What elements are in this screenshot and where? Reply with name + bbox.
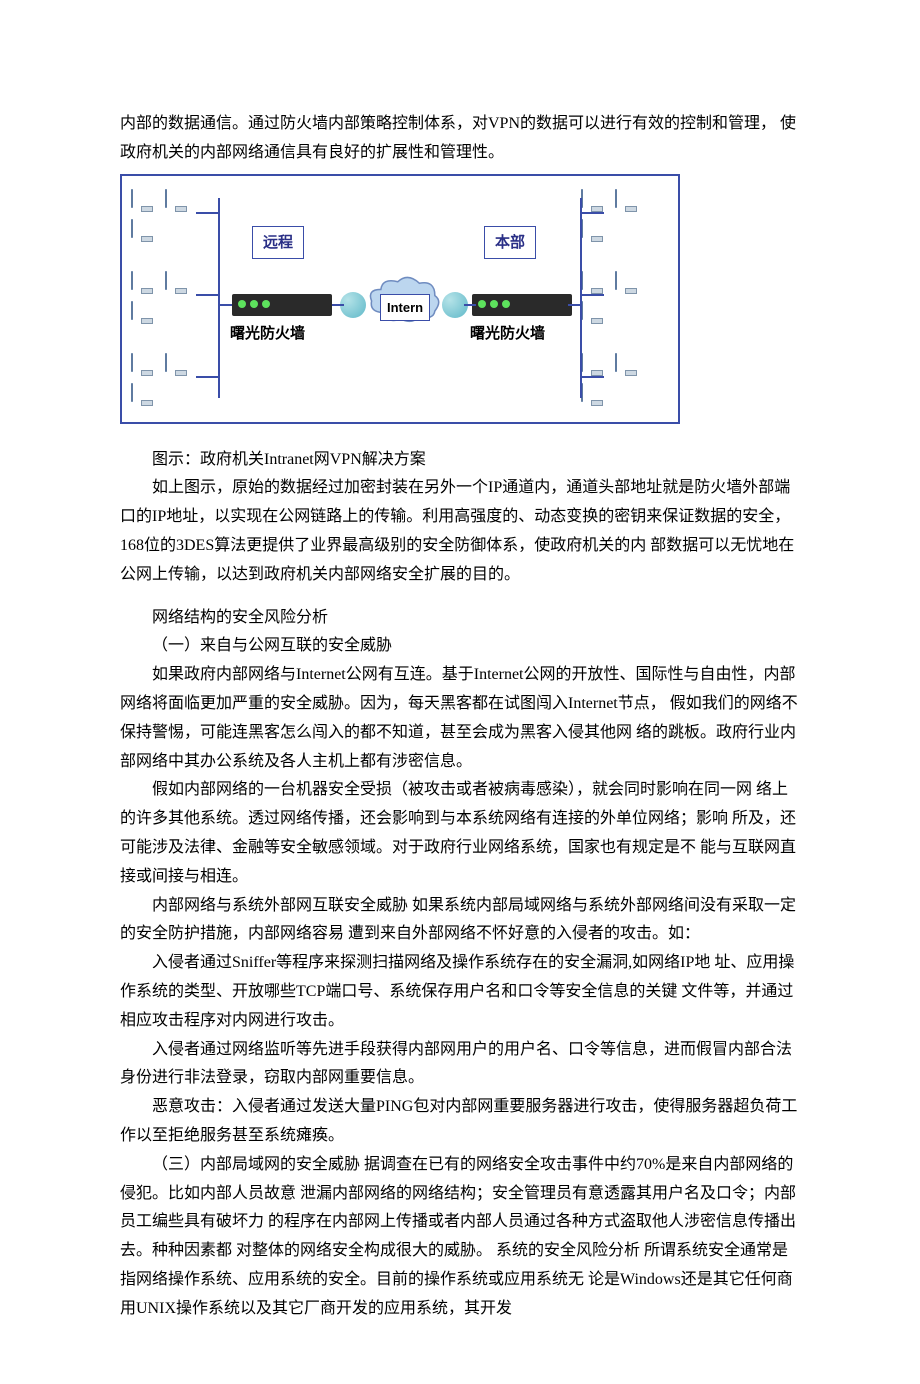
paragraph-sub1b: 假如内部网络的一台机器安全受损（被攻击或者被病毒感染），就会同时影响在同一网 络… <box>120 776 800 891</box>
pc-cluster-right-top <box>580 184 670 244</box>
bus-line-right <box>580 198 582 398</box>
pc-cluster-left-bot <box>130 348 220 408</box>
diagram-caption: 图示：政府机关Intranet网VPN解决方案 <box>120 446 800 475</box>
paragraph-sub1e: 入侵者通过网络监听等先进手段获得内部网用户的用户名、口令等信息，进而假冒内部合法… <box>120 1036 800 1094</box>
intro-paragraph: 内部的数据通信。通过防火墙内部策略控制体系，对VPN的数据可以进行有效的控制和管… <box>120 110 800 168</box>
bus-line-left <box>218 198 220 398</box>
paragraph-sub1a: 如果政府内部网络与Internet公网有互连。基于Internet公网的开放性、… <box>120 661 800 776</box>
firewall-right-label: 曙光防火墙 <box>470 320 545 347</box>
pc-cluster-right-mid <box>580 266 670 326</box>
firewall-left <box>232 294 332 316</box>
pc-cluster-right-bot <box>580 348 670 408</box>
vpn-diagram: 远程 本部 曙光防火墙 曙光防火墙 Intern <box>120 174 680 424</box>
pc-cluster-left-top <box>130 184 220 244</box>
firewall-right <box>472 294 572 316</box>
paragraph-sub3: （三）内部局域网的安全威胁 据调查在已有的网络安全攻击事件中约70%是来自内部网… <box>120 1151 800 1324</box>
paragraph-sub1c: 内部网络与系统外部网互联安全威胁 如果系统内部局域网络与系统外部网络间没有采取一… <box>120 892 800 950</box>
cloud-label: Intern <box>380 294 430 321</box>
paragraph-sub1d: 入侵者通过Sniffer等程序来探测扫描网络及操作系统存在的安全漏洞,如网络IP… <box>120 949 800 1035</box>
label-remote: 远程 <box>252 226 304 259</box>
label-hq: 本部 <box>484 226 536 259</box>
pc-cluster-left-mid <box>130 266 220 326</box>
heading-sub1: （一）来自与公网互联的安全威胁 <box>120 632 800 661</box>
heading-risk: 网络结构的安全风险分析 <box>120 604 800 633</box>
firewall-left-label: 曙光防火墙 <box>230 320 305 347</box>
paragraph-sub1f: 恶意攻击：入侵者通过发送大量PING包对内部网重要服务器进行攻击，使得服务器超负… <box>120 1093 800 1151</box>
paragraph-after-caption: 如上图示，原始的数据经过加密封装在另外一个IP通道内，通道头部地址就是防火墙外部… <box>120 474 800 589</box>
